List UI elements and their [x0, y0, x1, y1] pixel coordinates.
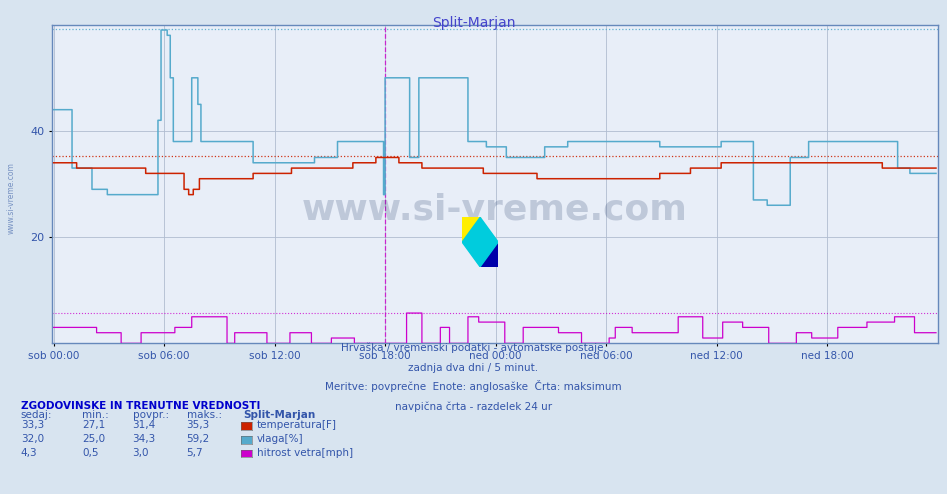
Text: 4,3: 4,3: [21, 448, 38, 458]
Text: 0,5: 0,5: [82, 448, 98, 458]
Text: 5,7: 5,7: [187, 448, 204, 458]
Polygon shape: [462, 217, 498, 267]
Text: temperatura[F]: temperatura[F]: [257, 420, 336, 430]
Text: vlaga[%]: vlaga[%]: [257, 434, 303, 444]
Text: 35,3: 35,3: [187, 420, 210, 430]
Text: maks.:: maks.:: [187, 411, 222, 420]
Text: ZGODOVINSKE IN TRENUTNE VREDNOSTI: ZGODOVINSKE IN TRENUTNE VREDNOSTI: [21, 401, 260, 411]
Bar: [480, 242, 498, 267]
Bar: [462, 217, 480, 242]
Text: Split-Marjan: Split-Marjan: [432, 16, 515, 30]
Text: navpična črta - razdelek 24 ur: navpična črta - razdelek 24 ur: [395, 402, 552, 412]
Text: Split-Marjan: Split-Marjan: [243, 411, 315, 420]
Text: 34,3: 34,3: [133, 434, 156, 444]
Text: Hrvaška / vremenski podatki - avtomatske postaje.: Hrvaška / vremenski podatki - avtomatske…: [341, 342, 606, 353]
Text: 3,0: 3,0: [133, 448, 149, 458]
Text: 25,0: 25,0: [82, 434, 105, 444]
Text: 27,1: 27,1: [82, 420, 106, 430]
Text: www.si-vreme.com: www.si-vreme.com: [302, 193, 688, 227]
Text: 33,3: 33,3: [21, 420, 45, 430]
Text: sedaj:: sedaj:: [21, 411, 52, 420]
Text: 59,2: 59,2: [187, 434, 210, 444]
Text: www.si-vreme.com: www.si-vreme.com: [7, 162, 16, 234]
Text: Meritve: povprečne  Enote: anglosaške  Črta: maksimum: Meritve: povprečne Enote: anglosaške Črt…: [325, 380, 622, 392]
Text: min.:: min.:: [82, 411, 109, 420]
Text: 31,4: 31,4: [133, 420, 156, 430]
Text: zadnja dva dni / 5 minut.: zadnja dva dni / 5 minut.: [408, 363, 539, 372]
Text: hitrost vetra[mph]: hitrost vetra[mph]: [257, 448, 353, 458]
Text: povpr.:: povpr.:: [133, 411, 169, 420]
Text: 32,0: 32,0: [21, 434, 44, 444]
